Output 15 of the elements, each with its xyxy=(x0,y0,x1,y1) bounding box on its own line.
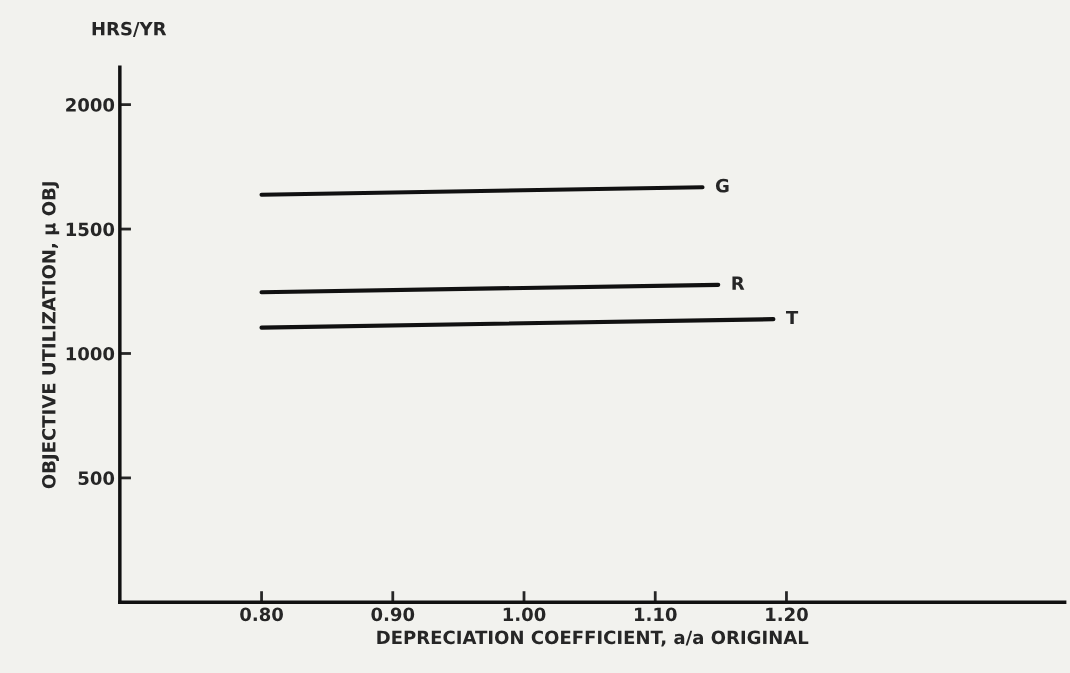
y-tick-label: 1000 xyxy=(66,346,115,361)
text: HRS/YR xyxy=(92,21,167,37)
x-axis-title: DEPRECIATION COEFFICIENT, a/a ORIGINAL xyxy=(377,630,809,647)
y-tick-label: 2000 xyxy=(66,98,115,112)
series-label: T xyxy=(785,310,799,325)
x-tick-label: 0.90 xyxy=(371,607,415,622)
y-axis-title: OBJECTIVE UTILIZATION, μ OBJ xyxy=(42,182,60,489)
y-tick-label: 500 xyxy=(78,471,115,486)
series-label: R xyxy=(732,276,745,290)
x-tick-label: 1.00 xyxy=(503,607,546,622)
series-label: G xyxy=(715,178,729,193)
x-tick-label: 0.80 xyxy=(240,607,283,622)
x-tick-label: 1.10 xyxy=(635,607,677,622)
x-tick-label: 1.20 xyxy=(766,607,808,622)
y-tick-label: 1500 xyxy=(66,222,115,237)
